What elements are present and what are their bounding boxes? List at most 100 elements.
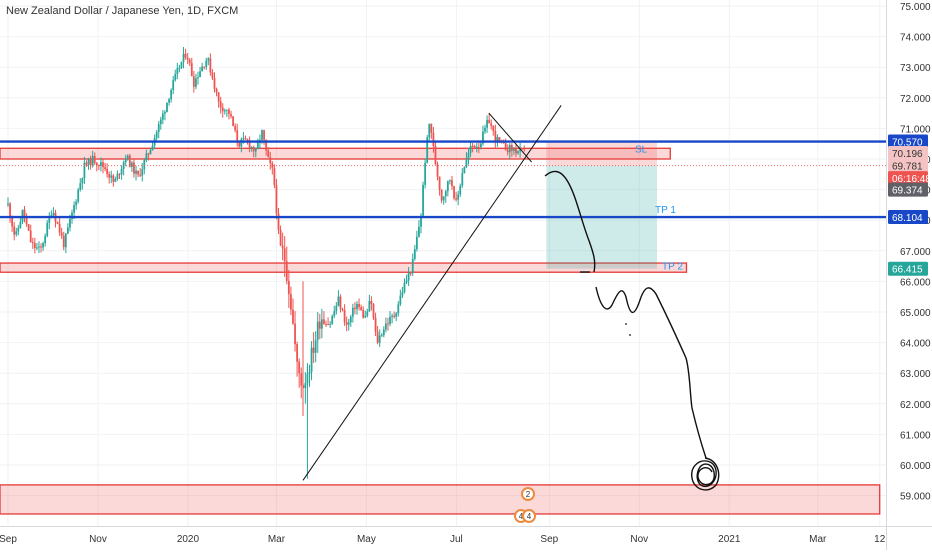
candle-up: [157, 124, 160, 133]
price-tick-label: 59.000: [900, 492, 931, 503]
candle-up: [172, 80, 175, 91]
candle-up: [240, 139, 243, 147]
candle-down: [477, 146, 480, 148]
price-axis[interactable]: 59.000 60.000 61.000 62.000 63.000 64.000 65.0…: [900, 2, 931, 503]
candle-down: [521, 148, 524, 150]
price-tick-label: 67.000: [900, 247, 931, 258]
candle-up: [391, 315, 393, 317]
candle-up: [467, 152, 470, 159]
candle-up: [384, 323, 387, 330]
candle-down: [498, 137, 501, 141]
event-marker-label: 4: [519, 512, 524, 521]
time-tick-label: Sep: [540, 534, 558, 545]
candle-up: [389, 316, 391, 324]
candle-up: [461, 172, 464, 186]
candle-down: [188, 59, 191, 64]
candle-down: [339, 296, 342, 309]
candle-up: [126, 155, 129, 160]
candle-up: [149, 149, 152, 155]
candle-up: [155, 132, 158, 138]
candle-down: [25, 218, 28, 225]
candle-down: [228, 109, 230, 115]
candle-down: [451, 180, 453, 187]
candle-down: [523, 148, 526, 150]
candle-up: [463, 167, 466, 173]
candle-up: [405, 280, 408, 283]
key-lines: [0, 105, 886, 481]
candle-down: [323, 319, 325, 324]
candle-up: [508, 145, 511, 153]
event-marker-label: 2: [526, 490, 531, 499]
time-tick-label: 2020: [177, 534, 200, 545]
candle-down: [217, 92, 220, 102]
candle-down: [219, 101, 222, 108]
candle-down: [504, 143, 507, 151]
candle-up: [465, 158, 468, 168]
price-tag-label: 70.570: [892, 138, 923, 149]
candle-up: [114, 179, 117, 182]
tp2-label: TP 2: [662, 262, 683, 273]
candle-down: [60, 232, 63, 236]
candle-up: [397, 304, 400, 314]
candle-up: [7, 203, 9, 205]
candle-down: [265, 139, 268, 151]
candle-up: [151, 145, 154, 150]
candle-up: [201, 66, 204, 72]
candle-down: [473, 146, 476, 149]
candle-down: [192, 76, 195, 87]
candle-down: [213, 77, 216, 89]
candle-up: [368, 301, 371, 312]
price-tag: [888, 210, 928, 225]
candle-up: [395, 313, 398, 317]
candles: [7, 46, 526, 479]
price-tick-label: 62.000: [900, 400, 931, 411]
price-tick-label: 60.000: [900, 461, 931, 472]
candle-up: [366, 311, 369, 316]
candle-up: [356, 303, 358, 310]
candle-up: [44, 236, 47, 244]
candle-down: [488, 119, 491, 124]
candle-up: [496, 137, 499, 143]
target-scribble: [691, 457, 720, 491]
time-tick-label: Mar: [268, 534, 286, 545]
candle-down: [490, 123, 493, 126]
candle-down: [362, 310, 365, 318]
candle-down: [93, 155, 96, 163]
candle-down: [238, 142, 241, 147]
candle-up: [444, 191, 447, 197]
candle-up: [457, 194, 460, 200]
candle-up: [250, 147, 253, 149]
candle-down: [374, 317, 377, 332]
candle-down: [292, 309, 294, 324]
candle-down: [300, 373, 303, 386]
candle-up: [486, 119, 488, 128]
candle-down: [358, 303, 360, 308]
candle-up: [256, 142, 259, 149]
event-marker: [522, 509, 536, 523]
candle-down: [104, 167, 106, 169]
candle-up: [426, 137, 429, 163]
candle-up: [335, 305, 338, 312]
candle-down: [234, 126, 237, 131]
candle-up: [225, 109, 228, 111]
price-tag: [888, 146, 928, 161]
candle-down: [283, 248, 286, 262]
candle-down: [56, 221, 59, 224]
candle-up: [81, 178, 84, 184]
candle-up: [308, 371, 311, 374]
candle-up: [21, 209, 24, 222]
candle-up: [314, 340, 317, 353]
candle-down: [432, 132, 435, 146]
candle-up: [124, 159, 127, 163]
candle-down: [97, 165, 100, 167]
price-tag-label: 69.781: [892, 162, 923, 173]
candle-down: [246, 139, 249, 141]
candle-down: [455, 198, 458, 200]
candle-up: [77, 189, 80, 202]
price-tag-label: 06:16:48: [892, 174, 931, 185]
candle-down: [13, 226, 16, 235]
candle-down: [27, 224, 30, 231]
time-axis[interactable]: Sep Nov 2020 Mar May Jul Sep Nov 2021 Mar 12: [0, 534, 886, 545]
price-tick-label: 64.000: [900, 339, 931, 350]
